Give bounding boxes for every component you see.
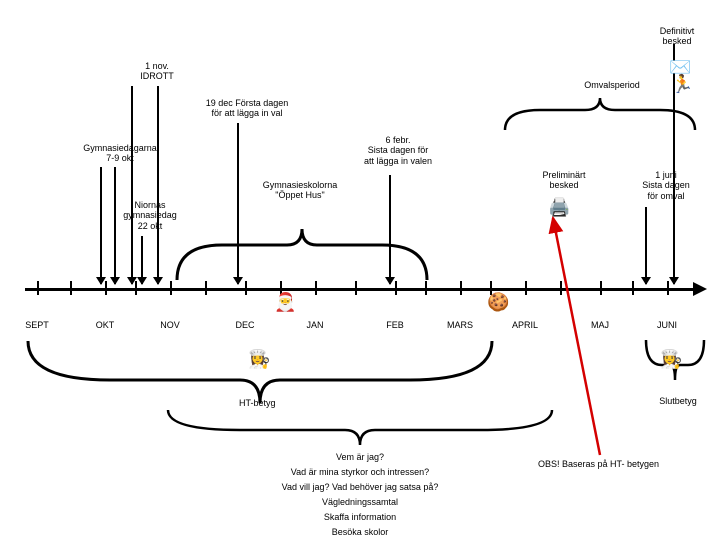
pointer-arrow: [389, 175, 391, 284]
month-label: MARS: [447, 320, 473, 330]
question-3: Vad vill jag? Vad behöver jag satsa på?: [240, 482, 480, 492]
month-label: SEPT: [25, 320, 49, 330]
month-label: APRIL: [512, 320, 538, 330]
cook-right-icon: 👩‍🍳: [660, 350, 682, 368]
cook-left-icon: 👩‍🍳: [248, 350, 270, 368]
question-6: Besöka skolor: [260, 527, 460, 537]
month-label: JUNI: [657, 320, 677, 330]
pointer-arrow: [114, 167, 116, 284]
month-label: FEB: [386, 320, 404, 330]
question-1: Vem är jag?: [260, 452, 460, 462]
month-label: JAN: [306, 320, 323, 330]
month-label: OKT: [96, 320, 115, 330]
runner-icon: 🏃: [671, 75, 693, 93]
question-2: Vad är mina styrkor och intressen?: [260, 467, 460, 477]
badge-icon: 🍪: [487, 293, 509, 311]
question-4: Vägledningssamtal: [260, 497, 460, 507]
question-5: Skaffa information: [260, 512, 460, 522]
pointer-arrow: [100, 167, 102, 284]
pointer-arrow: [645, 207, 647, 284]
month-label: DEC: [235, 320, 254, 330]
month-label: MAJ: [591, 320, 609, 330]
santa-icon: 🎅: [274, 293, 296, 311]
pointer-arrow: [131, 86, 133, 284]
printer-icon: 🖨️: [548, 198, 570, 216]
pointer-arrow: [237, 123, 239, 284]
month-label: NOV: [160, 320, 180, 330]
pointer-arrow: [157, 86, 159, 284]
pointer-arrow: [141, 236, 143, 284]
timeline-diagram: { "colors":{"axis":"#000000","red":"#d40…: [0, 0, 720, 540]
